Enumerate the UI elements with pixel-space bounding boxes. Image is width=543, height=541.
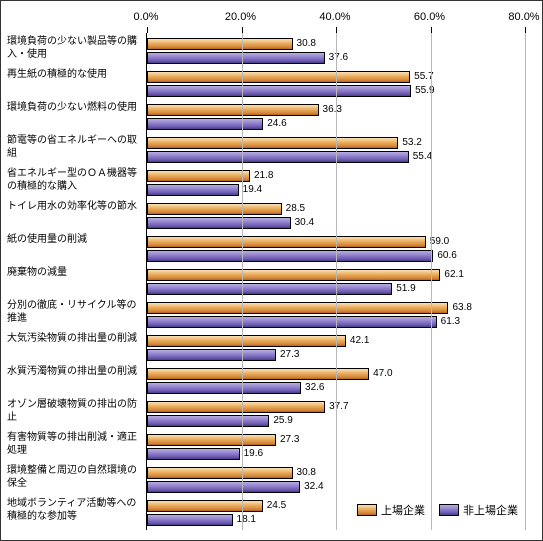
value-label-unlisted: 60.6 bbox=[437, 250, 456, 261]
bar-unlisted bbox=[147, 184, 239, 196]
value-label-listed: 36.3 bbox=[323, 104, 342, 115]
chart-container: 0.0% 20.0% 40.0% 60.0% 80.0% 環境負荷の少ない製品等の購入・… bbox=[0, 0, 543, 541]
bar-listed bbox=[147, 38, 293, 50]
bar-unlisted bbox=[147, 481, 300, 493]
bar-unlisted bbox=[147, 316, 437, 328]
value-label-listed: 62.1 bbox=[444, 269, 463, 280]
legend-label-unlisted: 非上場企業 bbox=[463, 502, 518, 518]
category-label: 紙の使用量の削減 bbox=[7, 234, 141, 247]
category-label: オゾン層破壊物質の排出の防止 bbox=[7, 399, 141, 424]
value-label-unlisted: 24.6 bbox=[267, 118, 286, 129]
bar-listed bbox=[147, 302, 448, 314]
bar-listed bbox=[147, 269, 440, 281]
bar-unlisted bbox=[147, 118, 263, 130]
x-tick-label: 40.0% bbox=[319, 11, 350, 23]
bar-unlisted bbox=[147, 52, 325, 64]
gridline bbox=[431, 33, 432, 530]
value-label-unlisted: 19.6 bbox=[244, 448, 263, 459]
value-label-unlisted: 55.4 bbox=[413, 151, 432, 162]
legend: 上場企業 非上場企業 bbox=[357, 502, 518, 518]
gridline bbox=[242, 33, 243, 530]
value-label-unlisted: 32.6 bbox=[305, 382, 324, 393]
category-label: 分別の徹底・リサイクル等の推進 bbox=[7, 300, 141, 325]
value-label-listed: 63.8 bbox=[452, 302, 471, 313]
value-label-listed: 37.7 bbox=[329, 401, 348, 412]
category-label: 環境負荷の少ない燃料の使用 bbox=[7, 102, 141, 115]
legend-item-listed: 上場企業 bbox=[357, 502, 425, 518]
legend-item-unlisted: 非上場企業 bbox=[439, 502, 518, 518]
x-tick-label: 60.0% bbox=[414, 11, 445, 23]
value-label-unlisted: 18.1 bbox=[237, 514, 256, 525]
value-label-unlisted: 55.9 bbox=[415, 85, 434, 96]
category-label: 省エネルギー型のＯＡ機器等の積極的な購入 bbox=[7, 168, 141, 193]
bar-unlisted bbox=[147, 448, 240, 460]
value-label-unlisted: 51.9 bbox=[396, 283, 415, 294]
bar-listed bbox=[147, 71, 410, 83]
bar-unlisted bbox=[147, 283, 392, 295]
bar-listed bbox=[147, 104, 319, 116]
category-label: 水質汚濁物質の排出量の削減 bbox=[7, 366, 141, 379]
value-label-listed: 42.1 bbox=[350, 335, 369, 346]
x-tick bbox=[525, 27, 526, 33]
category-label: 廃棄物の減量 bbox=[7, 267, 141, 280]
bar-unlisted bbox=[147, 85, 411, 97]
bar-unlisted bbox=[147, 415, 269, 427]
value-label-listed: 30.8 bbox=[297, 38, 316, 49]
bar-listed bbox=[147, 170, 250, 182]
category-label: 有害物質等の排出削減・適正処理 bbox=[7, 432, 141, 457]
value-label-listed: 47.0 bbox=[373, 368, 392, 379]
category-label: トイレ用水の効率化等の節水 bbox=[7, 201, 141, 214]
value-label-unlisted: 30.4 bbox=[295, 217, 314, 228]
value-label-listed: 21.8 bbox=[254, 170, 273, 181]
value-label-unlisted: 61.3 bbox=[441, 316, 460, 327]
legend-label-listed: 上場企業 bbox=[381, 502, 425, 518]
category-label: 大気汚染物質の排出量の削減 bbox=[7, 333, 141, 346]
bar-listed bbox=[147, 500, 263, 512]
x-tick bbox=[242, 27, 243, 33]
category-label: 節電等の省エネルギーへの取組 bbox=[7, 135, 141, 160]
value-label-unlisted: 19.4 bbox=[243, 184, 262, 195]
value-label-listed: 53.2 bbox=[402, 137, 421, 148]
bar-unlisted bbox=[147, 250, 433, 262]
bar-listed bbox=[147, 401, 325, 413]
gridline bbox=[336, 33, 337, 530]
bar-listed bbox=[147, 137, 398, 149]
x-tick-label: 20.0% bbox=[225, 11, 256, 23]
bar-listed bbox=[147, 434, 276, 446]
bar-unlisted bbox=[147, 382, 301, 394]
bar-listed bbox=[147, 467, 293, 479]
bar-unlisted bbox=[147, 349, 276, 361]
bar-listed bbox=[147, 335, 346, 347]
bar-listed bbox=[147, 203, 282, 215]
x-tick-label: 0.0% bbox=[133, 11, 158, 23]
value-label-listed: 59.0 bbox=[430, 236, 449, 247]
bar-unlisted bbox=[147, 217, 291, 229]
value-label-listed: 28.5 bbox=[286, 203, 305, 214]
value-label-unlisted: 25.9 bbox=[273, 415, 292, 426]
bar-listed bbox=[147, 236, 426, 248]
x-tick-label: 80.0% bbox=[508, 11, 539, 23]
value-label-listed: 27.3 bbox=[280, 434, 299, 445]
value-label-unlisted: 37.6 bbox=[329, 52, 348, 63]
x-axis: 0.0%20.0%40.0%60.0%80.0% bbox=[146, 11, 524, 31]
value-label-listed: 30.8 bbox=[297, 467, 316, 478]
gridline bbox=[525, 33, 526, 530]
legend-swatch-listed bbox=[357, 504, 377, 516]
category-label: 環境整備と周辺の自然環境の保全 bbox=[7, 465, 141, 490]
x-tick bbox=[431, 27, 432, 33]
category-label: 地域ボランティア活動等への積極的な参加等 bbox=[7, 498, 141, 523]
legend-swatch-unlisted bbox=[439, 504, 459, 516]
plot-area: 環境負荷の少ない製品等の購入・使用30.837.6再生紙の積極的な使用55.75… bbox=[146, 33, 524, 530]
x-tick bbox=[336, 27, 337, 33]
value-label-unlisted: 27.3 bbox=[280, 349, 299, 360]
bar-unlisted bbox=[147, 151, 409, 163]
value-label-listed: 24.5 bbox=[267, 500, 286, 511]
x-tick bbox=[147, 27, 148, 33]
category-label: 再生紙の積極的な使用 bbox=[7, 69, 141, 82]
category-label: 環境負荷の少ない製品等の購入・使用 bbox=[7, 36, 141, 61]
value-label-unlisted: 32.4 bbox=[304, 481, 323, 492]
bar-unlisted bbox=[147, 514, 233, 526]
